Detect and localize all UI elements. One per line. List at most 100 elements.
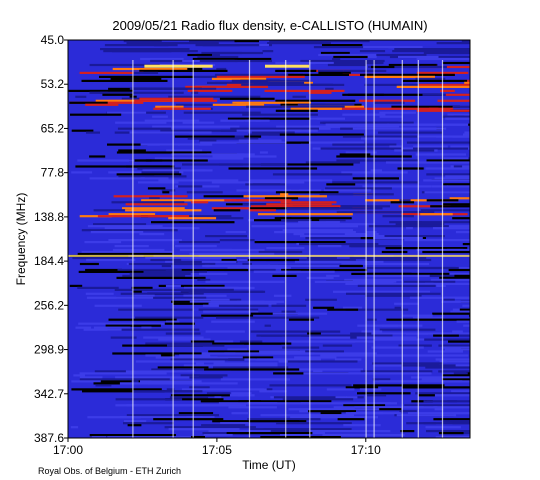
heatmap-cell bbox=[421, 378, 456, 381]
heatmap-cell bbox=[97, 215, 192, 218]
heatmap-cell bbox=[335, 396, 358, 399]
heatmap-cell bbox=[407, 412, 470, 415]
heatmap-cell bbox=[439, 360, 470, 363]
heatmap-cell bbox=[406, 227, 413, 230]
heatmap-spike bbox=[373, 60, 375, 438]
heatmap-spike bbox=[285, 60, 287, 438]
heatmap-cell bbox=[281, 83, 333, 86]
heatmap-cell bbox=[100, 91, 108, 94]
heatmap-cell bbox=[272, 274, 297, 277]
heatmap-cell bbox=[442, 61, 470, 65]
heatmap-cell bbox=[326, 274, 340, 277]
heatmap-cell bbox=[153, 418, 224, 421]
heatmap-cell bbox=[120, 416, 215, 419]
heatmap-cell bbox=[259, 390, 287, 393]
heatmap-cell bbox=[462, 243, 470, 246]
heatmap-cell bbox=[290, 107, 342, 110]
heatmap-cell bbox=[327, 63, 367, 67]
heatmap-cell bbox=[398, 344, 432, 347]
heatmap-cell bbox=[413, 145, 448, 148]
heatmap-cell bbox=[162, 191, 170, 194]
heatmap-cell bbox=[360, 370, 433, 373]
heatmap-cell bbox=[415, 153, 466, 156]
heatmap-cell bbox=[110, 336, 137, 339]
heatmap-cell bbox=[201, 314, 254, 317]
heatmap-cell bbox=[318, 53, 386, 57]
heatmap-cell bbox=[205, 330, 245, 333]
heatmap-cell bbox=[143, 270, 207, 273]
heatmap-cell bbox=[442, 420, 470, 423]
heatmap-cell bbox=[122, 344, 203, 347]
heatmap-cell bbox=[320, 121, 399, 124]
heatmap-cell bbox=[318, 71, 351, 74]
heatmap-cell bbox=[273, 294, 292, 297]
heatmap-cell bbox=[138, 181, 179, 184]
heatmap-cell bbox=[434, 177, 470, 180]
heatmap-cell bbox=[116, 173, 182, 176]
heatmap-cell bbox=[189, 40, 237, 43]
heatmap-cell bbox=[322, 344, 353, 347]
heatmap-cell bbox=[426, 430, 470, 433]
heatmap-cell bbox=[418, 362, 443, 365]
heatmap-cell bbox=[236, 189, 322, 192]
heatmap-cell bbox=[450, 310, 470, 313]
heatmap-cell bbox=[394, 48, 470, 51]
heatmap-cell bbox=[218, 304, 269, 307]
heatmap-cell bbox=[141, 171, 180, 174]
heatmap-cell bbox=[259, 350, 306, 353]
heatmap-cell bbox=[251, 225, 314, 228]
heatmap-cell bbox=[68, 89, 134, 92]
y-axis-label: Frequency (MHz) bbox=[14, 193, 28, 286]
heatmap-cell bbox=[178, 185, 203, 188]
heatmap-cell bbox=[81, 250, 136, 254]
heatmap-cell bbox=[280, 193, 289, 196]
heatmap-spike bbox=[309, 60, 311, 438]
heatmap-spike bbox=[401, 60, 403, 438]
heatmap-cell bbox=[73, 374, 85, 377]
heatmap-cell bbox=[435, 358, 470, 361]
heatmap-cell bbox=[228, 167, 318, 170]
heatmap-cell bbox=[371, 65, 395, 69]
heatmap-cell bbox=[170, 394, 230, 397]
heatmap-cell bbox=[71, 171, 93, 174]
heatmap-cell bbox=[391, 105, 460, 108]
heatmap-cell bbox=[315, 61, 382, 65]
heatmap-cell bbox=[72, 256, 132, 260]
heatmap-cell bbox=[444, 123, 466, 126]
heatmap-cell bbox=[317, 245, 342, 248]
heatmap-cell bbox=[238, 139, 274, 142]
heatmap-cell bbox=[134, 250, 173, 254]
heatmap-cell bbox=[220, 119, 270, 122]
heatmap-cell bbox=[197, 278, 211, 281]
heatmap-cell bbox=[399, 211, 435, 214]
heatmap-cell bbox=[468, 157, 470, 160]
heatmap-cell bbox=[110, 77, 162, 80]
y-tick-label: 53.2 bbox=[41, 77, 65, 91]
heatmap-cell bbox=[93, 382, 121, 385]
heatmap-cell bbox=[439, 272, 470, 275]
heatmap-cell bbox=[452, 135, 470, 138]
heatmap-cell bbox=[191, 201, 209, 204]
heatmap-cell bbox=[216, 67, 227, 71]
heatmap-cell bbox=[343, 69, 387, 72]
heatmap-cell bbox=[140, 57, 184, 61]
heatmap-cell bbox=[126, 42, 219, 45]
heatmap-cell bbox=[264, 324, 271, 327]
heatmap-cell bbox=[155, 356, 212, 359]
heatmap-cell bbox=[115, 398, 183, 401]
heatmap-cell bbox=[250, 205, 341, 208]
heatmap-cell bbox=[205, 235, 248, 238]
x-axis: 17:00 17:05 17:10 bbox=[53, 438, 381, 457]
y-tick-label: 138.8 bbox=[34, 210, 64, 224]
heatmap-cell bbox=[396, 85, 470, 88]
heatmap-cell bbox=[232, 101, 311, 104]
heatmap-cell bbox=[300, 334, 393, 337]
heatmap-cell bbox=[276, 125, 354, 128]
heatmap-cell bbox=[144, 119, 200, 122]
heatmap-cell bbox=[371, 346, 424, 349]
heatmap-cell bbox=[323, 189, 372, 192]
heatmap-cell bbox=[227, 117, 310, 120]
heatmap-cell bbox=[212, 342, 292, 345]
heatmap-burst bbox=[265, 64, 310, 68]
heatmap-cell bbox=[363, 372, 432, 375]
